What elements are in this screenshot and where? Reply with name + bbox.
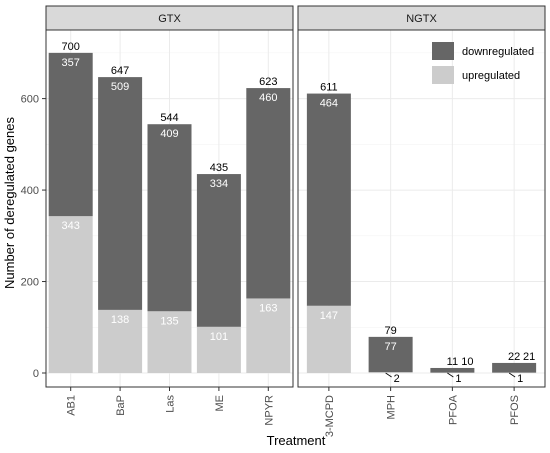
total-label: 611 [320,82,338,94]
y-axis-title: Number of deregulated genes [2,117,17,290]
bar-upregulated [48,216,93,373]
upregulated-leader-line [508,372,516,378]
facet-strip [45,5,294,31]
bar-downregulated [147,124,192,312]
bar-upregulated [306,305,351,373]
bar-upregulated [368,372,413,373]
x-tick-label: MPH [386,395,398,420]
legend-label: downregulated [462,46,534,58]
upregulated-label: 101 [210,331,228,343]
panel-border [297,29,546,388]
bar-downregulated [430,367,475,373]
y-tick-label: 200 [21,277,39,289]
downregulated-label: 509 [111,81,129,93]
x-tick-label: ME [214,395,226,412]
upregulated-label: 138 [111,314,129,326]
panel-border [45,29,294,388]
facet-strip-label: GTX [158,13,181,25]
y-tick-label: 0 [33,368,39,380]
bar-downregulated [368,336,413,373]
upregulated-leader-line [447,372,454,378]
downregulated-label: 409 [160,128,178,140]
upregulated-label: 1 [455,373,461,385]
bar-downregulated [196,174,241,327]
legend-label: upregulated [462,70,520,82]
total-label: 623 [259,76,277,88]
downregulated-label: 357 [62,57,80,69]
bar-downregulated [48,52,93,217]
x-tick-label: NPYR [263,395,275,426]
downregulated-label: 334 [210,178,228,190]
downregulated-label: 460 [259,92,277,104]
y-tick-label: 600 [21,94,39,106]
upregulated-label: 163 [259,302,277,314]
y-tick-label: 400 [21,185,39,197]
x-tick-label: Las [165,395,177,413]
bar-downregulated [98,77,143,310]
upregulated-label: 147 [320,310,338,322]
upregulated-label: 135 [160,315,178,327]
x-tick-label: AB1 [66,395,78,416]
total-label: 11 [447,356,458,368]
panels-layer: 0 200 400 600 GTX 700 357 343 AB1 647 509 138 BaP 544… [21,5,546,437]
bar-upregulated [196,326,241,373]
total-label: 700 [62,41,80,53]
upregulated-label: 1 [517,373,523,385]
total-label: 647 [111,65,129,77]
upregulated-label: 343 [62,220,80,232]
legend-swatch [432,66,454,84]
bar-downregulated [492,362,537,373]
x-tick-label: BaP [115,395,127,416]
total-label: 22 [508,351,520,363]
bar-upregulated [246,298,291,373]
downregulated-label: 77 [385,341,397,353]
bar-downregulated [246,88,291,299]
x-tick-label: 3-MCPD [324,395,336,437]
bar-downregulated [306,93,351,306]
downregulated-label: 10 [461,356,473,368]
legend-swatch [432,42,454,60]
bar-upregulated [147,311,192,373]
x-tick-label: PFOA [447,394,459,425]
x-axis-title: Treatment [267,433,326,448]
facet-strip-label: NGTX [406,13,437,25]
downregulated-label: 21 [523,351,535,363]
total-label: 435 [210,162,228,174]
upregulated-label: 2 [394,373,400,385]
bar-upregulated [98,309,143,373]
x-tick-label: PFOS [509,395,521,425]
total-label: 544 [160,112,178,124]
total-label: 79 [385,325,397,337]
downregulated-label: 464 [320,98,338,110]
upregulated-leader-line [385,372,392,378]
